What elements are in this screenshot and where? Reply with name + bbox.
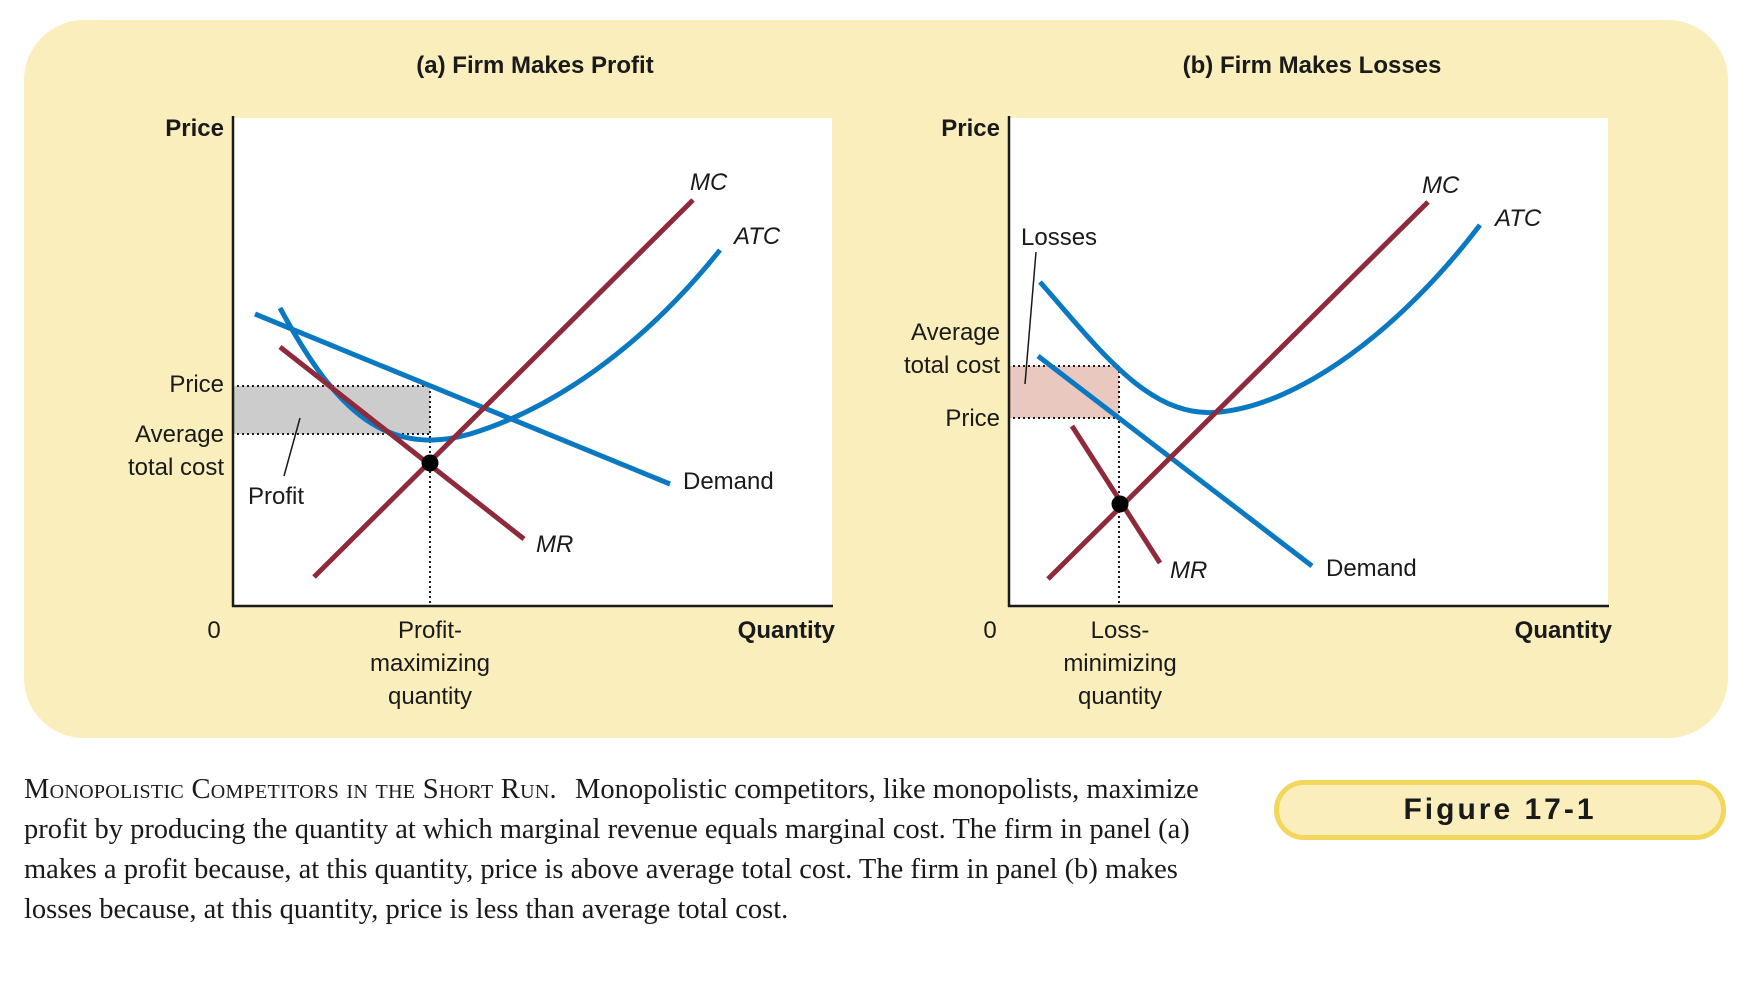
panel-b-plot-area [1008,118,1608,606]
mr-mc-intersection-a [421,454,439,472]
quantity-label-b-line3: quantity [1078,683,1162,710]
mc-label-a: MC [690,169,728,196]
mr-label-b: MR [1170,557,1207,584]
panel-a-graph: Price Quantity 0 Price Average total cos… [128,115,836,710]
losses-leader-line [1024,251,1037,385]
losses-label: Losses [1021,224,1097,251]
mc-curve-b [1046,200,1430,581]
mr-curve-b [1069,424,1163,565]
x-axis-label-b: Quantity [1515,617,1613,644]
atc-label-b-line1: Average [911,319,1000,346]
demand-curve-b [1036,354,1314,568]
mc-curve-a [312,198,695,579]
atc-curve-label-b: ATC [1493,205,1542,232]
atc-curve-b [1038,223,1482,416]
mr-label-a: MR [536,531,573,558]
profit-area [232,386,430,434]
quantity-label-a-line3: quantity [388,683,472,710]
quantity-label-a-line2: maximizing [370,650,490,677]
demand-label-a: Demand [683,468,774,495]
panel-b-graph: Price Quantity 0 Losses Average total co… [904,115,1613,710]
price-label-a: Price [169,371,224,398]
quantity-label-b-line2: minimizing [1063,650,1176,677]
atc-label-a-line2: total cost [128,454,224,481]
atc-label-a-line1: Average [135,421,224,448]
origin-label-b: 0 [983,617,996,644]
panel-b-title: (b) Firm Makes Losses [1182,52,1442,79]
x-axis-label-a: Quantity [738,617,836,644]
quantity-label-a-line1: Profit- [398,617,462,644]
caption-body: Monopolistic competitors, like monopolis… [24,774,1199,925]
figure-label-badge: Figure 17-1 [1274,780,1726,840]
quantity-label-b-line1: Loss- [1091,617,1150,644]
y-axis-label-a: Price [165,115,224,142]
caption-title: Monopolistic Competitors in the Short Ru… [24,774,557,805]
mc-label-b: MC [1422,172,1460,199]
profit-label: Profit [248,483,304,510]
diagram-svg: Price Quantity 0 Price Average total cos… [128,115,1613,710]
profit-leader-line [283,417,301,477]
mr-curve-a [278,345,526,541]
y-axis-label-b: Price [941,115,1000,142]
atc-label-b-line2: total cost [904,352,1000,379]
demand-curve-a [254,311,671,487]
figure-caption: Monopolistic Competitors in the Short Ru… [24,770,1234,930]
panel-a-title: (a) Firm Makes Profit [416,52,654,79]
origin-label-a: 0 [207,617,220,644]
atc-curve-label-a: ATC [732,223,781,250]
price-label-b: Price [945,405,1000,432]
demand-label-b: Demand [1326,555,1417,582]
mr-mc-intersection-b [1111,495,1129,513]
